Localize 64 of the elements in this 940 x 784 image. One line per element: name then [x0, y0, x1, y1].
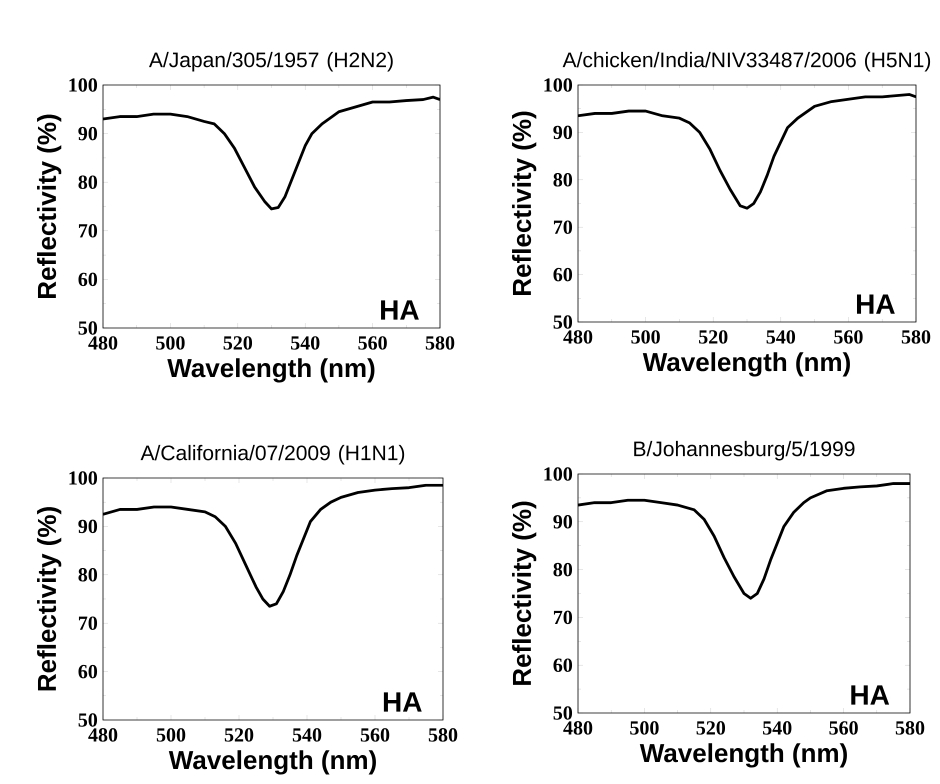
y-tick-label: 80 [78, 175, 98, 189]
x-tick-label: 520 [224, 336, 252, 350]
x-axis-title: Wavelength (nm) [640, 743, 847, 768]
x-tick-label: 480 [563, 330, 592, 344]
x-tick-label: 540 [291, 336, 320, 350]
x-tick-label: 500 [631, 330, 660, 344]
y-axis-title: Reflectivity (%) [512, 502, 536, 685]
y-tick-label: 90 [553, 126, 572, 140]
y-tick-label: 50 [78, 713, 98, 727]
x-tick-label: 540 [763, 721, 792, 735]
x-tick-label: 580 [426, 336, 454, 350]
y-tick-label: 60 [553, 268, 572, 282]
chart-title: B/Johannesburg/5/1999 [634, 440, 854, 460]
annotation: HA [856, 294, 895, 314]
x-tick-label: 520 [696, 721, 726, 735]
x-axis-title: Wavelength (nm) [167, 358, 374, 383]
y-tick-label: 80 [553, 173, 572, 187]
y-tick-label: 100 [69, 471, 98, 485]
x-tick-label: 560 [360, 728, 390, 742]
x-tick-label: 500 [156, 336, 185, 350]
x-tick-label: 520 [224, 728, 254, 742]
x-tick-label: 580 [902, 330, 930, 344]
y-tick-label: 100 [69, 78, 98, 92]
annotation: HA [384, 692, 422, 712]
x-tick-label: 500 [630, 721, 659, 735]
x-tick-label: 560 [358, 336, 387, 350]
y-tick-label: 90 [553, 515, 572, 529]
chart-title: A/chicken/India/NIV33487/2006 (H5N1) [562, 52, 930, 72]
y-tick-label: 90 [78, 126, 98, 140]
x-axis-title: Wavelength (nm) [168, 750, 376, 775]
x-tick-label: 560 [829, 721, 858, 735]
x-tick-label: 500 [156, 728, 186, 742]
x-tick-label: 480 [88, 728, 118, 742]
annotation: HA [851, 685, 890, 705]
y-tick-label: 70 [78, 224, 98, 238]
x-tick-label: 580 [428, 728, 458, 742]
x-tick-label: 520 [699, 330, 728, 344]
chart-title: A/California/07/2009 (H1N1) [140, 444, 404, 464]
y-tick-label: 50 [78, 321, 98, 335]
y-tick-label: 100 [544, 78, 572, 92]
y-tick-label: 60 [553, 658, 572, 672]
x-tick-label: 480 [88, 336, 118, 350]
x-tick-label: 540 [292, 728, 322, 742]
y-axis-title: Reflectivity (%) [37, 507, 62, 690]
y-tick-label: 50 [554, 706, 572, 720]
annotation: HA [381, 300, 419, 320]
y-tick-label: 100 [544, 467, 572, 481]
y-tick-label: 70 [554, 610, 572, 624]
y-axis-title: Reflectivity (%) [37, 114, 62, 298]
chart-title: A/Japan/305/1957 (H2N2) [148, 52, 393, 72]
x-tick-label: 480 [563, 721, 592, 735]
x-tick-label: 540 [766, 330, 796, 344]
x-tick-label: 580 [896, 721, 924, 735]
y-tick-label: 80 [78, 568, 98, 582]
x-axis-title: Wavelength (nm) [642, 352, 850, 377]
y-tick-label: 60 [78, 272, 98, 286]
y-tick-label: 60 [78, 664, 98, 678]
x-tick-label: 560 [834, 330, 863, 344]
y-tick-label: 50 [554, 315, 572, 329]
y-tick-label: 90 [78, 520, 98, 534]
y-axis-title: Reflectivity (%) [512, 112, 536, 295]
y-tick-label: 70 [78, 616, 98, 630]
y-tick-label: 70 [554, 220, 572, 234]
y-tick-label: 80 [553, 562, 572, 576]
